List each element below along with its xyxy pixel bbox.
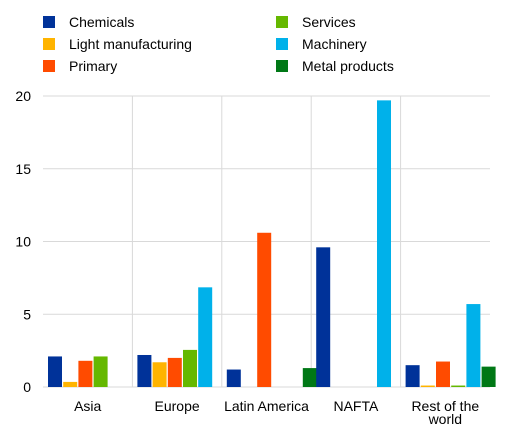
bar [377, 100, 391, 388]
bar [48, 356, 62, 387]
legend-swatch-5 [276, 60, 288, 72]
x-tick-label: Rest of the [411, 398, 479, 414]
legend-label-4: Machinery [302, 36, 367, 52]
y-axis: 0 5 10 15 20 [15, 88, 31, 395]
x-tick-label: world [428, 411, 462, 425]
legend-label-1: Light manufacturing [69, 36, 192, 52]
bar [436, 361, 450, 387]
x-tick-label: NAFTA [333, 398, 379, 414]
bar [183, 349, 197, 387]
bar [466, 304, 481, 387]
legend-swatch-2 [43, 60, 55, 72]
legend-swatch-4 [276, 38, 288, 50]
y-tick-label: 10 [15, 234, 31, 250]
x-axis: Asia Europe Latin America NAFTA Rest of thew… [74, 398, 479, 425]
gridlines [43, 95, 490, 388]
bars [48, 100, 496, 388]
bar [78, 360, 93, 387]
legend-label-2: Primary [69, 58, 117, 74]
bar [152, 362, 167, 387]
legend-label-0: Chemicals [69, 14, 134, 30]
bar [198, 287, 213, 387]
legend-label-5: Metal products [302, 58, 394, 74]
y-tick-label: 15 [15, 161, 31, 177]
bar [405, 365, 420, 387]
bar [167, 357, 182, 387]
bar [63, 381, 78, 387]
bar [93, 356, 108, 387]
x-tick-label: Asia [74, 398, 101, 414]
bar [481, 366, 496, 387]
bar [137, 354, 152, 387]
bar [316, 247, 331, 387]
legend-label-3: Services [302, 14, 356, 30]
y-tick-label: 0 [23, 379, 31, 395]
y-tick-label: 20 [15, 88, 31, 104]
legend-swatch-1 [43, 38, 55, 50]
bar [451, 385, 466, 387]
bar [420, 385, 435, 387]
bar [226, 369, 241, 387]
y-tick-label: 5 [23, 306, 31, 322]
legend-swatch-0 [43, 16, 55, 28]
x-tick-label: Europe [155, 398, 200, 414]
bar [257, 232, 272, 387]
legend-swatch-3 [276, 16, 288, 28]
bar [302, 368, 317, 387]
legend: Chemicals Light manufacturing Primary Servi… [43, 14, 394, 74]
x-tick-label: Latin America [224, 398, 309, 414]
